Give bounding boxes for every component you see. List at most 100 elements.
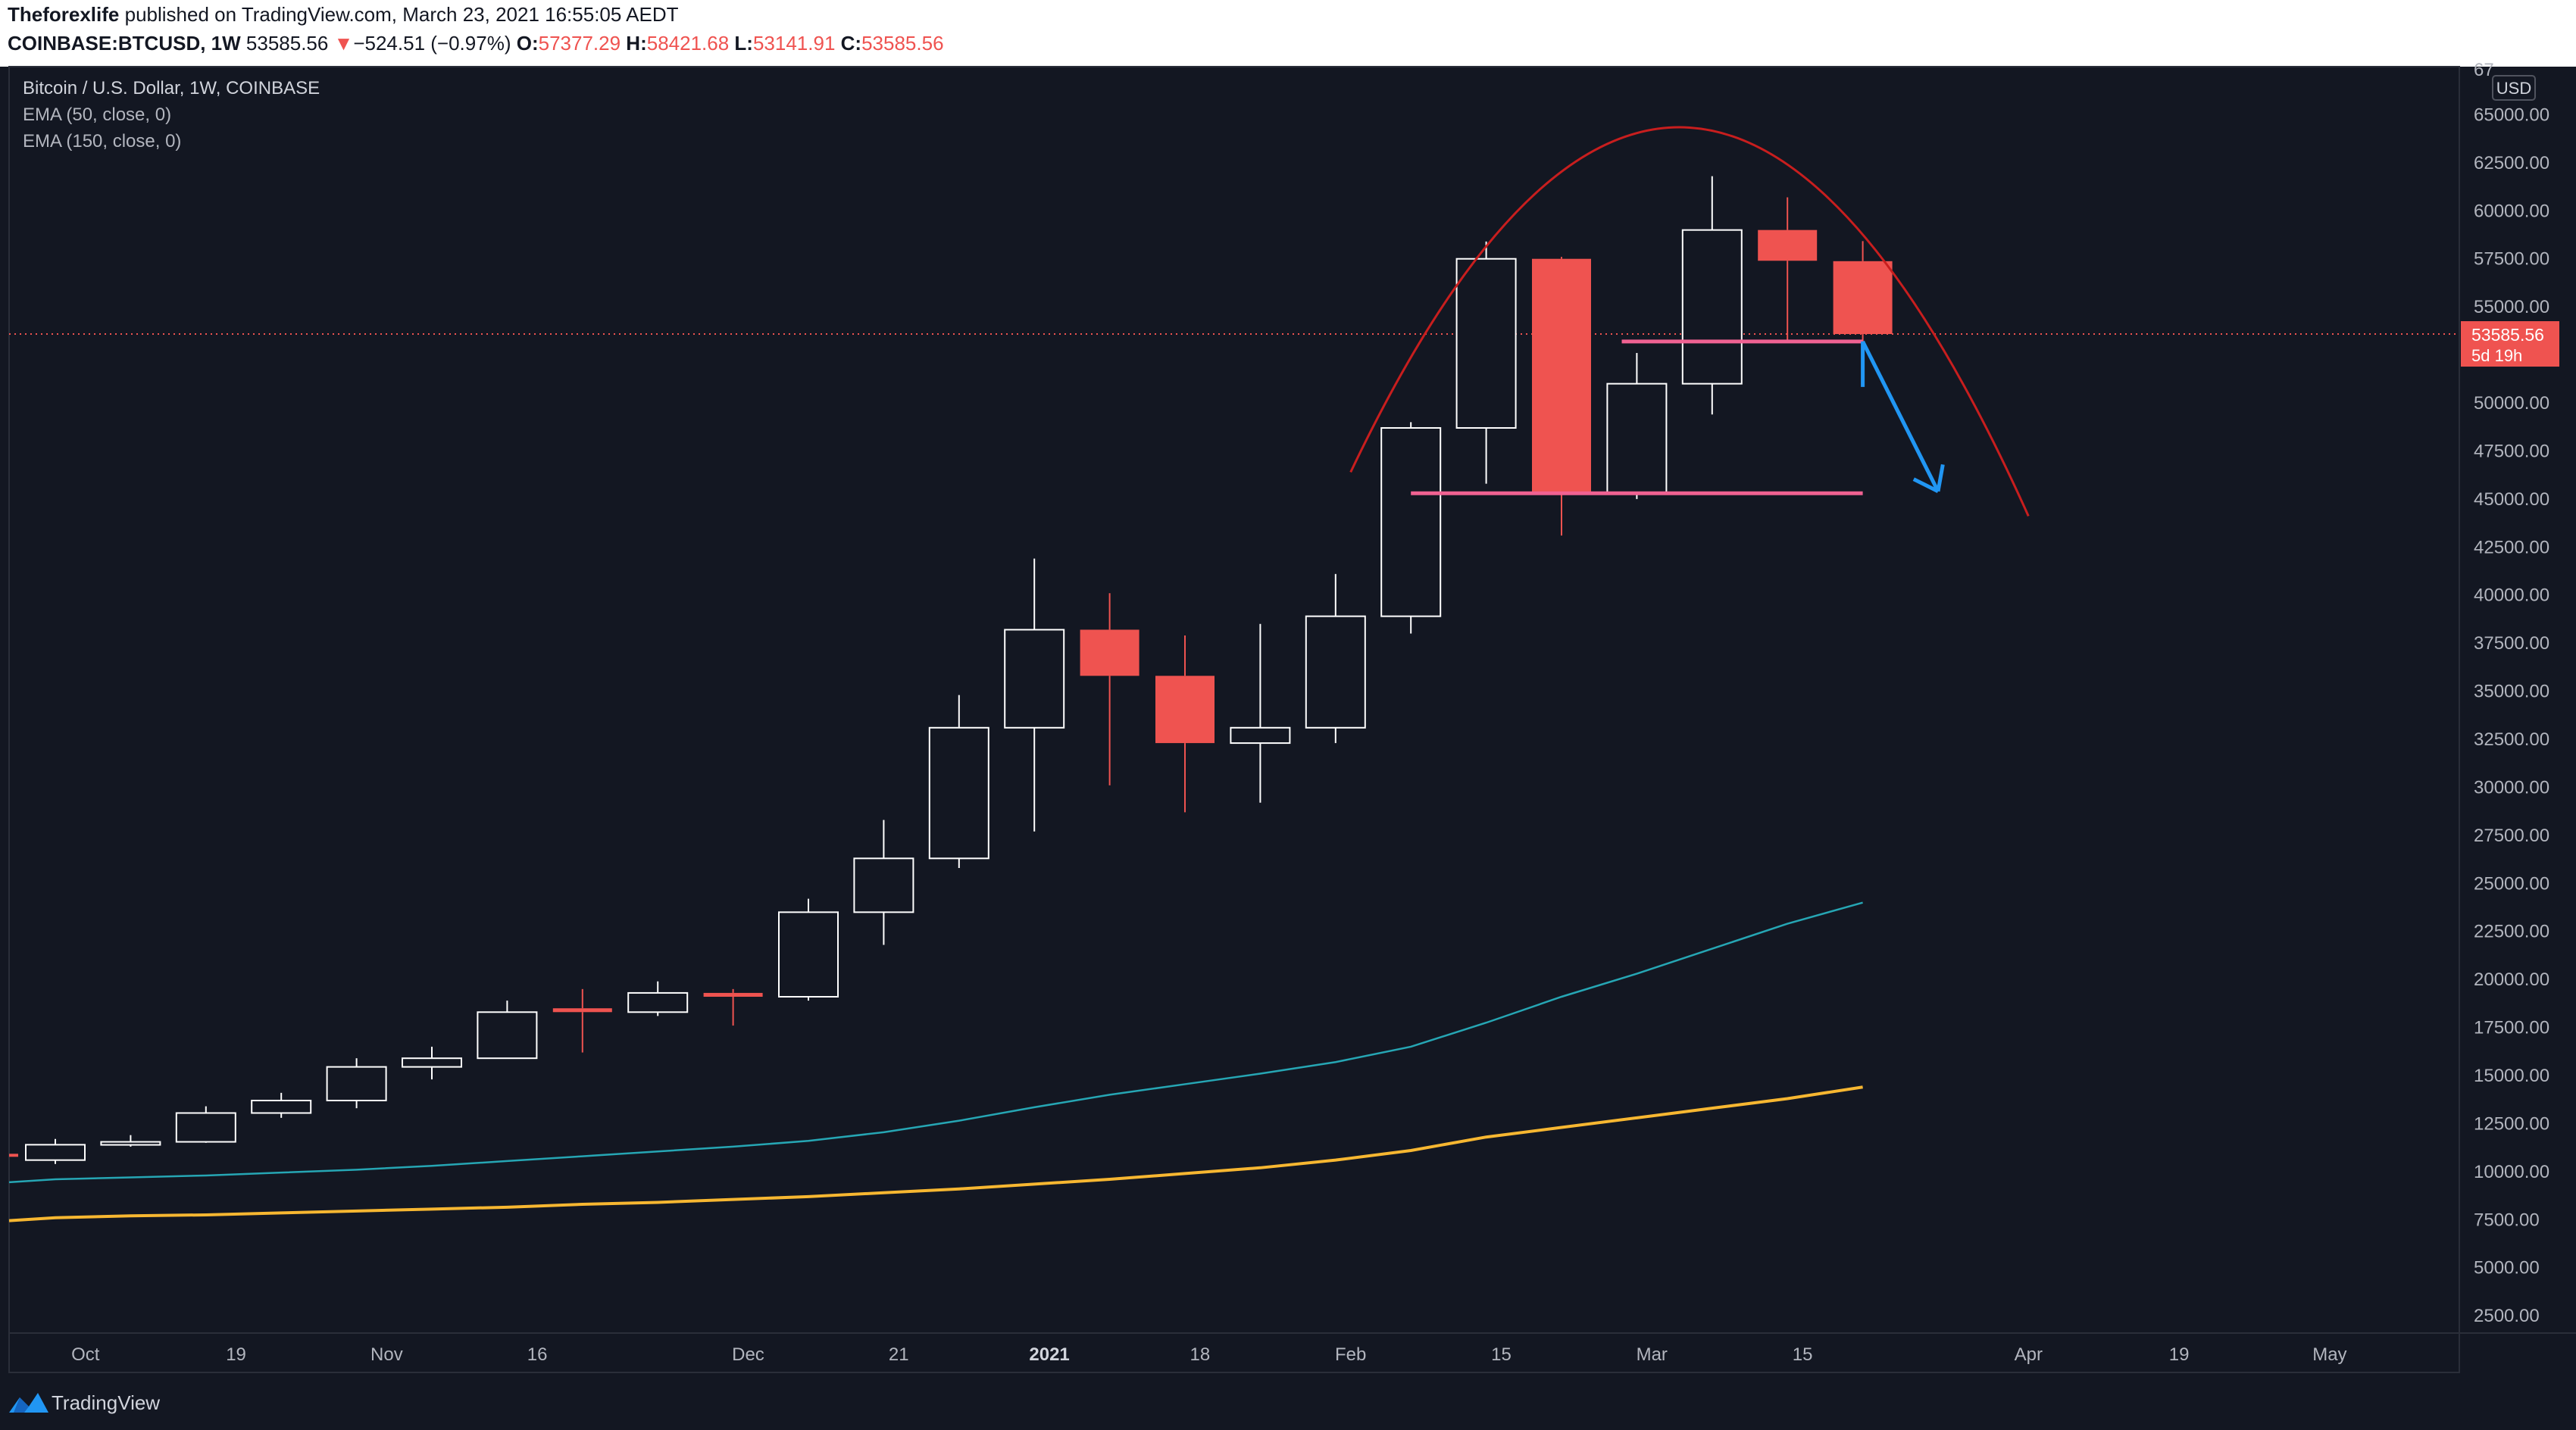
high-label: H:	[626, 32, 647, 55]
candle-body	[552, 1008, 612, 1013]
candle-down	[1758, 197, 1818, 342]
arrow-shaft	[1861, 340, 1940, 492]
last-price-tag-value: 53585.56	[2471, 325, 2544, 345]
candle-body	[1380, 426, 1442, 617]
price-axis-tick: 12500.00	[2474, 1113, 2549, 1134]
price-axis-tick: 47500.00	[2474, 441, 2549, 461]
arrow-head	[1936, 464, 1945, 492]
time-axis-tick: 15	[1793, 1344, 1813, 1365]
price-axis-tick: 15000.00	[2474, 1066, 2549, 1086]
candle-up	[25, 1138, 86, 1164]
candle-up	[402, 1046, 462, 1080]
last-price: 53585.56	[245, 32, 329, 55]
candle-down	[703, 988, 763, 1026]
price-axis-tick: 57500.00	[2474, 249, 2549, 270]
time-axis-tick: Dec	[732, 1344, 764, 1365]
candle-body	[1681, 229, 1743, 385]
open-value: 57377.29	[538, 32, 621, 55]
price-axis-tick: 7500.00	[2474, 1210, 2540, 1230]
downtrend-arrow	[1861, 340, 1945, 493]
candle-body	[627, 991, 689, 1013]
candle-up	[1305, 573, 1366, 744]
price-axis-tick: 50000.00	[2474, 393, 2549, 414]
symbol-label: COINBASE:BTCUSD, 1W	[8, 32, 241, 55]
candle-body	[1833, 261, 1893, 335]
time-axis-tick: 16	[527, 1344, 548, 1365]
candle-up	[1455, 241, 1517, 484]
last-price-tag	[2461, 321, 2559, 367]
price-change: −524.51 (−0.97%)	[353, 32, 511, 55]
last-price-tag-countdown: 5d 19h	[2471, 346, 2522, 365]
down-arrow-icon: ▼	[333, 32, 354, 55]
candle-up	[1230, 623, 1291, 803]
time-axis-tick: 15	[1491, 1344, 1512, 1365]
candle-down	[1833, 241, 1893, 343]
candle-up	[1681, 176, 1743, 415]
tradingview-footer: TradingView	[0, 1375, 2576, 1430]
currency-badge	[2492, 75, 2536, 101]
published-text: published on TradingView.com, March 23, …	[124, 3, 679, 26]
candle-up	[326, 1058, 387, 1109]
candle-body	[928, 726, 989, 860]
low-value: 53141.91	[752, 32, 836, 55]
candle-up	[477, 1001, 538, 1060]
time-axis-tick: Mar	[1637, 1344, 1668, 1365]
candle-body	[1155, 676, 1215, 744]
price-axis-tick: 40000.00	[2474, 585, 2549, 606]
pane-border	[8, 66, 2460, 1373]
candle-body	[25, 1144, 86, 1161]
candle-down	[1532, 257, 1591, 536]
candle-down	[552, 988, 612, 1053]
price-axis-tick: 25000.00	[2474, 873, 2549, 894]
price-axis-tick: 17500.00	[2474, 1018, 2549, 1038]
currency-label: USD	[2496, 79, 2531, 98]
close-value: 53585.56	[861, 32, 944, 55]
candle-up	[1606, 353, 1668, 499]
chart-legend-title: Bitcoin / U.S. Dollar, 1W, COINBASE	[23, 78, 320, 98]
candle-up	[853, 820, 914, 945]
time-axis-tick: Oct	[71, 1344, 100, 1365]
legend-ema-150[interactable]: EMA (150, close, 0)	[23, 131, 182, 151]
price-axis-tick: 65000.00	[2474, 105, 2549, 125]
candle-body	[1758, 229, 1818, 261]
candle-body	[1532, 258, 1591, 494]
price-axis-tick: 42500.00	[2474, 537, 2549, 557]
publication-line: Theforexlife published on TradingView.co…	[8, 3, 678, 26]
candle-up	[1380, 422, 1442, 634]
candle-up	[778, 898, 839, 1001]
candle-body	[703, 992, 763, 997]
candle-body	[100, 1141, 161, 1146]
price-axis-tick: 37500.00	[2474, 633, 2549, 654]
ema-150-line	[8, 1085, 1863, 1222]
candle-up	[928, 695, 989, 869]
candle-body	[853, 857, 914, 913]
publication-header: Theforexlife published on TradingView.co…	[0, 0, 2576, 67]
candle-body	[175, 1112, 236, 1143]
time-axis-tick: 21	[889, 1344, 909, 1365]
candle-body	[1080, 629, 1140, 676]
candle-body	[1455, 258, 1517, 429]
ema-50-line	[8, 901, 1863, 1184]
candle-up	[175, 1106, 236, 1143]
candle-body	[1606, 382, 1668, 495]
time-axis-tick: Apr	[2015, 1344, 2043, 1365]
high-value: 58421.68	[646, 32, 730, 55]
tradingview-brand[interactable]: TradingView	[52, 1391, 161, 1414]
time-axis-tick: Feb	[1335, 1344, 1366, 1365]
price-axis-tick: 55000.00	[2474, 297, 2549, 317]
candle-up	[627, 981, 689, 1016]
candle-body	[778, 911, 839, 998]
price-axis-tick: 27500.00	[2474, 826, 2549, 846]
price-axis-tick: 22500.00	[2474, 922, 2549, 942]
candle-body	[326, 1066, 387, 1102]
price-axis-tick: 67	[2474, 60, 2494, 80]
legend-ema-50[interactable]: EMA (50, close, 0)	[23, 105, 172, 125]
price-axis-tick: 35000.00	[2474, 682, 2549, 702]
candle-down	[1155, 635, 1215, 813]
publisher-name[interactable]: Theforexlife	[8, 3, 120, 26]
close-label: C:	[840, 32, 862, 55]
price-axis-tick: 10000.00	[2474, 1162, 2549, 1182]
open-label: O:	[516, 32, 539, 55]
candle-body	[402, 1057, 462, 1068]
